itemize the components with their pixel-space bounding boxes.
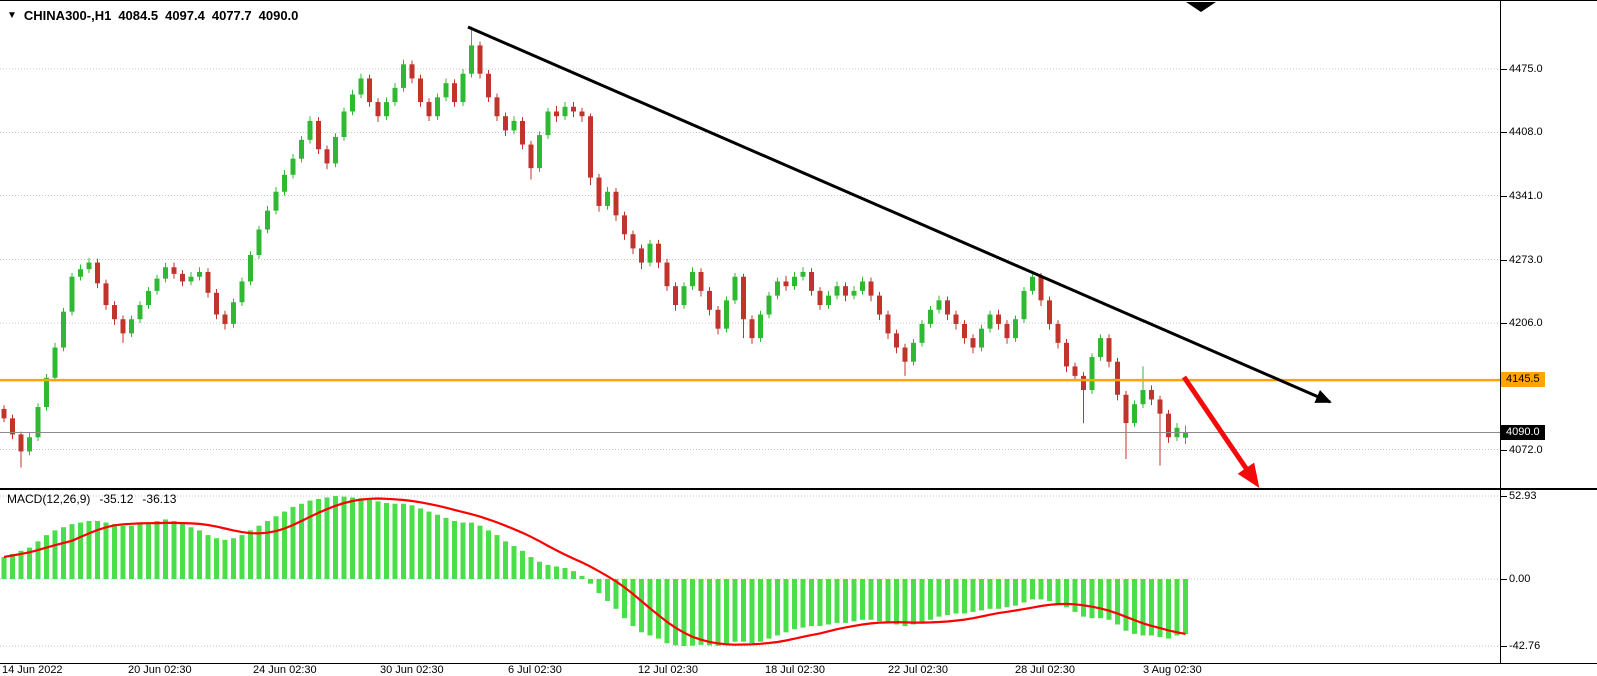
macd-main-value: -35.12 [99, 492, 134, 506]
price-tick-label: 4475.0 [1501, 63, 1543, 75]
ohlc-close: 4090.0 [258, 8, 299, 23]
time-tick-label: 20 Jun 02:30 [128, 664, 192, 676]
macd-tick-label: 52.93 [1501, 490, 1537, 502]
time-tick-label: 6 Jul 02:30 [508, 664, 562, 676]
macd-tick-label: 0.00 [1500, 573, 1531, 585]
ohlc-open: 4084.5 [118, 8, 159, 23]
macd-name: MACD(12,26,9) [7, 492, 91, 506]
time-tick-label: 14 Jun 2022 [2, 664, 63, 676]
annotations [467, 25, 1332, 488]
candlestick-series [1, 26, 1188, 468]
price-tick-label: 4341.0 [1501, 189, 1543, 202]
collapse-indicator-icon[interactable]: ▼ [7, 10, 17, 21]
macd-tick-label: -42.76 [1500, 640, 1541, 653]
pane-separator[interactable] [0, 488, 1597, 490]
chart-shift-marker[interactable] [1186, 2, 1216, 12]
price-tick-label: 4206.0 [1501, 317, 1543, 329]
chart-plot-area[interactable]: ▼ CHINA300-,H1 4084.5 4097.4 4077.7 4090… [0, 1, 1500, 663]
price-tick-label: 4072.0 [1501, 443, 1543, 456]
price-tick-label: 4408.0 [1501, 126, 1543, 139]
macd-signal-value: -36.13 [142, 492, 177, 506]
time-tick-label: 30 Jun 02:30 [380, 664, 444, 676]
chart-canvas[interactable] [0, 1, 1500, 663]
macd-indicator-label: MACD(12,26,9) -35.12 -36.13 [7, 492, 176, 506]
macd-signal-line [3, 497, 1186, 646]
time-tick-label: 22 Jul 02:30 [888, 664, 948, 676]
downtrend-line[interactable] [467, 25, 1332, 404]
time-tick-label: 24 Jun 02:30 [253, 664, 317, 676]
time-axis[interactable]: 14 Jun 2022 20 Jun 02:30 24 Jun 02:30 30 Ju… [0, 663, 1597, 676]
time-tick-label: 28 Jul 02:30 [1015, 664, 1075, 676]
time-tick-label: 18 Jul 02:30 [765, 664, 825, 676]
ohlc-high: 4097.4 [165, 8, 205, 23]
time-tick-label: 12 Jul 02:30 [638, 664, 698, 676]
price-tick-label: 4273.0 [1501, 253, 1543, 266]
symbol-name: CHINA300-,H1 [23, 8, 112, 23]
price-scale[interactable]: 4475.0 4408.0 4341.0 4273.0 4206.0 4072.0 52.9… [1500, 1, 1597, 663]
price-lines [0, 378, 1500, 434]
ohlc-low: 4077.7 [211, 8, 252, 23]
macd-histogram [1, 496, 1188, 647]
time-tick-label: 3 Aug 02:30 [1143, 664, 1202, 676]
current-price-tag: 4090.0 [1501, 424, 1545, 440]
red-down-arrow[interactable] [1181, 375, 1260, 488]
symbol-info-bar: ▼ CHINA300-,H1 4084.5 4097.4 4077.7 4090… [7, 8, 298, 23]
hline-price-tag: 4145.5 [1501, 372, 1545, 388]
